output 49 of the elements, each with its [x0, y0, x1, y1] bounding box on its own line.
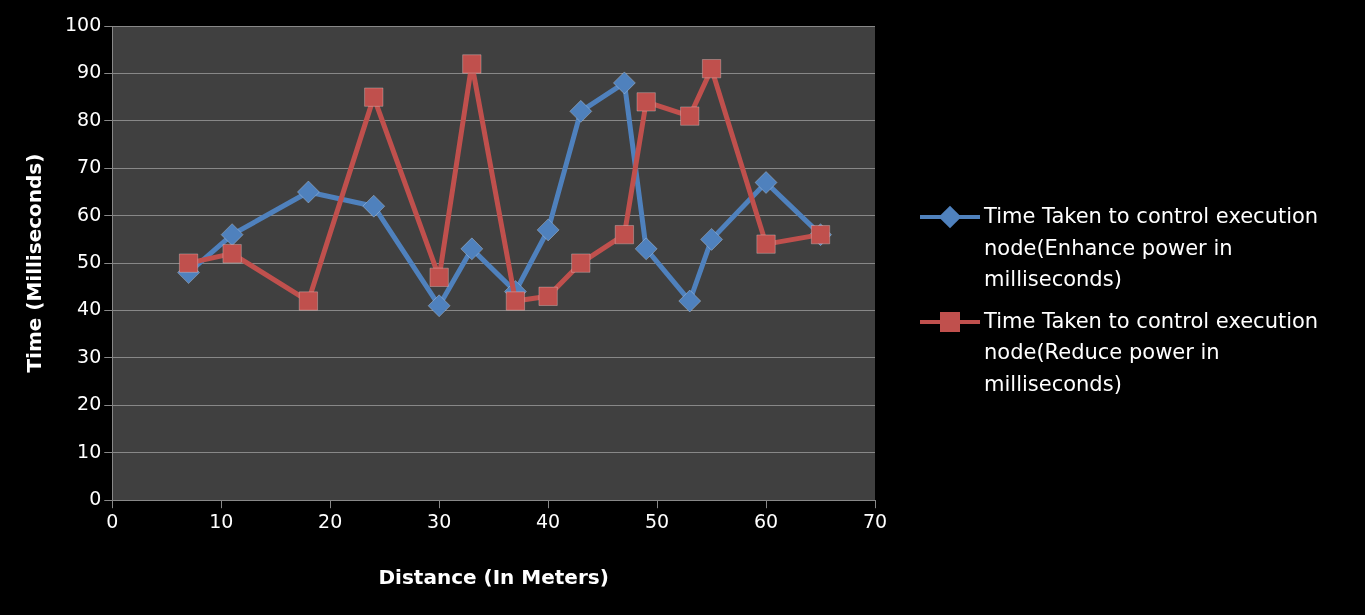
- point: [220, 223, 244, 247]
- y-tick-label: 80: [77, 107, 102, 130]
- legend-label: Time Taken to control execution node(Reduce power in milliseconds): [984, 307, 1320, 398]
- y-tick-label: 70: [77, 155, 102, 178]
- point: [429, 267, 449, 288]
- point: [571, 253, 591, 273]
- y-tick-label: 100: [65, 12, 102, 35]
- point: [427, 294, 451, 318]
- x-tick-label: 20: [318, 509, 343, 532]
- y-tick-label: 40: [77, 297, 102, 320]
- point: [505, 291, 526, 311]
- y-tick-label: 20: [77, 392, 102, 415]
- point: [634, 237, 658, 261]
- point: [222, 243, 242, 264]
- point: [296, 180, 320, 204]
- point: [612, 71, 636, 95]
- y-tick-label: 90: [77, 60, 102, 83]
- point: [680, 106, 700, 126]
- point: [701, 58, 722, 79]
- point: [462, 54, 482, 74]
- point: [700, 227, 724, 251]
- point: [678, 289, 702, 313]
- legend-label: Time Taken to control execution node(Enhance power in milliseconds): [984, 203, 1320, 293]
- point: [754, 170, 778, 194]
- y-tick-label: 10: [77, 439, 102, 462]
- x-tick-label: 70: [862, 509, 888, 532]
- point: [362, 194, 386, 218]
- point: [569, 99, 593, 123]
- point: [614, 224, 635, 245]
- point: [364, 87, 384, 107]
- x-tick-label: 0: [106, 509, 119, 532]
- x-tick-label: 40: [536, 509, 561, 532]
- y-axis-title: Time (Milliseconds): [22, 153, 47, 373]
- y-tick-label: 60: [77, 202, 102, 225]
- point: [636, 92, 656, 112]
- point: [536, 218, 560, 242]
- point: [538, 286, 558, 306]
- y-tick-label: 30: [77, 344, 102, 367]
- point: [178, 253, 199, 273]
- x-tick-label: 50: [644, 509, 670, 532]
- point: [460, 237, 484, 261]
- x-tick-label: 10: [209, 509, 234, 532]
- x-tick-label: 30: [427, 509, 452, 532]
- x-axis-title: Distance (In Meters): [378, 565, 609, 590]
- point: [756, 234, 776, 254]
- point: [298, 291, 319, 311]
- y-tick-label: 0: [89, 487, 102, 510]
- y-tick-label: 50: [77, 250, 102, 273]
- x-tick-label: 60: [753, 509, 779, 532]
